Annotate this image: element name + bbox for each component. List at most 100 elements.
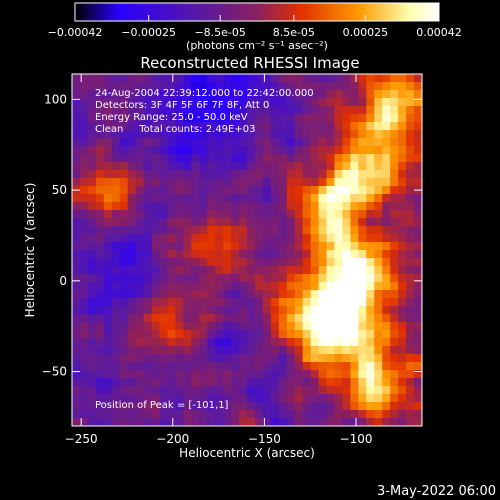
- heatmap-cell: [175, 394, 184, 403]
- heatmap-cell: [414, 346, 423, 355]
- heatmap-cell: [111, 266, 121, 275]
- heatmap-cell: [167, 314, 176, 323]
- heatmap-cell: [342, 130, 351, 139]
- heatmap-cell: [207, 394, 216, 403]
- heatmap-cell: [278, 282, 288, 291]
- annotation-clean-counts: Clean Total counts: 2.49E+03: [95, 124, 255, 135]
- heatmap-cell: [223, 346, 232, 355]
- heatmap-cell: [151, 402, 160, 411]
- heatmap-cell: [382, 274, 391, 283]
- heatmap-cell: [262, 226, 272, 235]
- heatmap-cell: [406, 138, 415, 147]
- heatmap-cell: [103, 266, 113, 275]
- heatmap-cell: [414, 154, 423, 163]
- heatmap-cell: [414, 114, 423, 123]
- heatmap-cell: [159, 130, 168, 139]
- heatmap-cell: [87, 90, 97, 99]
- heatmap-cell: [406, 250, 415, 259]
- heatmap-cell: [278, 226, 288, 235]
- heatmap-cell: [342, 74, 351, 83]
- heatmap-cell: [254, 418, 264, 427]
- heatmap-cell: [127, 362, 137, 371]
- heatmap-cell: [111, 194, 121, 203]
- heatmap-cell: [286, 354, 296, 363]
- heatmap-cell: [286, 410, 296, 419]
- heatmap-cell: [239, 330, 248, 339]
- heatmap-cell: [302, 346, 312, 355]
- heatmap-cell: [350, 218, 359, 227]
- heatmap-cell: [342, 370, 351, 379]
- heatmap-cell: [223, 98, 232, 107]
- heatmap-cell: [406, 338, 415, 347]
- heatmap-cell: [95, 82, 105, 91]
- heatmap-cell: [278, 266, 288, 275]
- heatmap-cell: [358, 354, 367, 363]
- heatmap-cell: [167, 394, 176, 403]
- heatmap-cell: [207, 154, 216, 163]
- heatmap-cell: [374, 370, 383, 379]
- heatmap-cell: [215, 90, 224, 99]
- heatmap-cell: [231, 354, 240, 363]
- heatmap-cell: [406, 130, 415, 139]
- heatmap-cell: [270, 202, 280, 211]
- heatmap-cell: [175, 298, 184, 307]
- heatmap-cell: [398, 354, 407, 363]
- heatmap-cell: [326, 114, 335, 123]
- heatmap-cell: [398, 98, 407, 107]
- heatmap-cell: [111, 290, 121, 299]
- heatmap-cell: [398, 226, 407, 235]
- heatmap-cell: [294, 266, 304, 275]
- heatmap-cell: [199, 218, 208, 227]
- heatmap-cell: [358, 242, 367, 251]
- heatmap-cell: [199, 170, 208, 179]
- heatmap-cell: [127, 122, 137, 131]
- heatmap-cell: [254, 82, 264, 91]
- heatmap-cell: [326, 122, 335, 131]
- heatmap-cell: [326, 386, 335, 395]
- heatmap-cell: [390, 410, 399, 419]
- heatmap-cell: [207, 330, 216, 339]
- heatmap-cell: [111, 210, 121, 219]
- heatmap-cell: [119, 330, 129, 339]
- heatmap-cell: [406, 106, 415, 115]
- heatmap-cell: [270, 130, 280, 139]
- heatmap-cell: [135, 370, 144, 379]
- heatmap-cell: [199, 186, 208, 195]
- heatmap-cell: [278, 138, 288, 147]
- heatmap-cell: [159, 346, 168, 355]
- heatmap-cell: [318, 130, 327, 139]
- heatmap-cell: [350, 306, 359, 315]
- heatmap-cell: [167, 122, 176, 131]
- heatmap-cell: [135, 306, 144, 315]
- heatmap-cell: [254, 378, 264, 387]
- heatmap-cell: [302, 386, 312, 395]
- heatmap-cell: [302, 378, 312, 387]
- heatmap-cell: [215, 210, 224, 219]
- heatmap-cell: [191, 410, 200, 419]
- heatmap-cell: [334, 386, 343, 395]
- heatmap-cell: [398, 274, 407, 283]
- heatmap-cell: [87, 322, 97, 331]
- heatmap-cell: [167, 266, 176, 275]
- heatmap-cell: [398, 394, 407, 403]
- heatmap-cell: [87, 242, 97, 251]
- heatmap-cell: [151, 306, 160, 315]
- heatmap-cell: [270, 346, 280, 355]
- heatmap-cell: [215, 290, 224, 299]
- heatmap-cell: [223, 258, 232, 267]
- heatmap-cell: [135, 418, 144, 427]
- heatmap-cell: [95, 114, 105, 123]
- heatmap-cell: [183, 178, 192, 187]
- heatmap-cell: [390, 330, 399, 339]
- heatmap-cell: [135, 82, 144, 91]
- heatmap-cell: [95, 322, 105, 331]
- heatmap-cell: [191, 370, 200, 379]
- heatmap-cell: [191, 226, 200, 235]
- heatmap-cell: [382, 114, 391, 123]
- heatmap-cell: [350, 370, 359, 379]
- heatmap-cell: [183, 194, 192, 203]
- heatmap-cell: [111, 298, 121, 307]
- heatmap-cell: [72, 290, 81, 299]
- heatmap-cell: [175, 274, 184, 283]
- heatmap-cell: [342, 274, 351, 283]
